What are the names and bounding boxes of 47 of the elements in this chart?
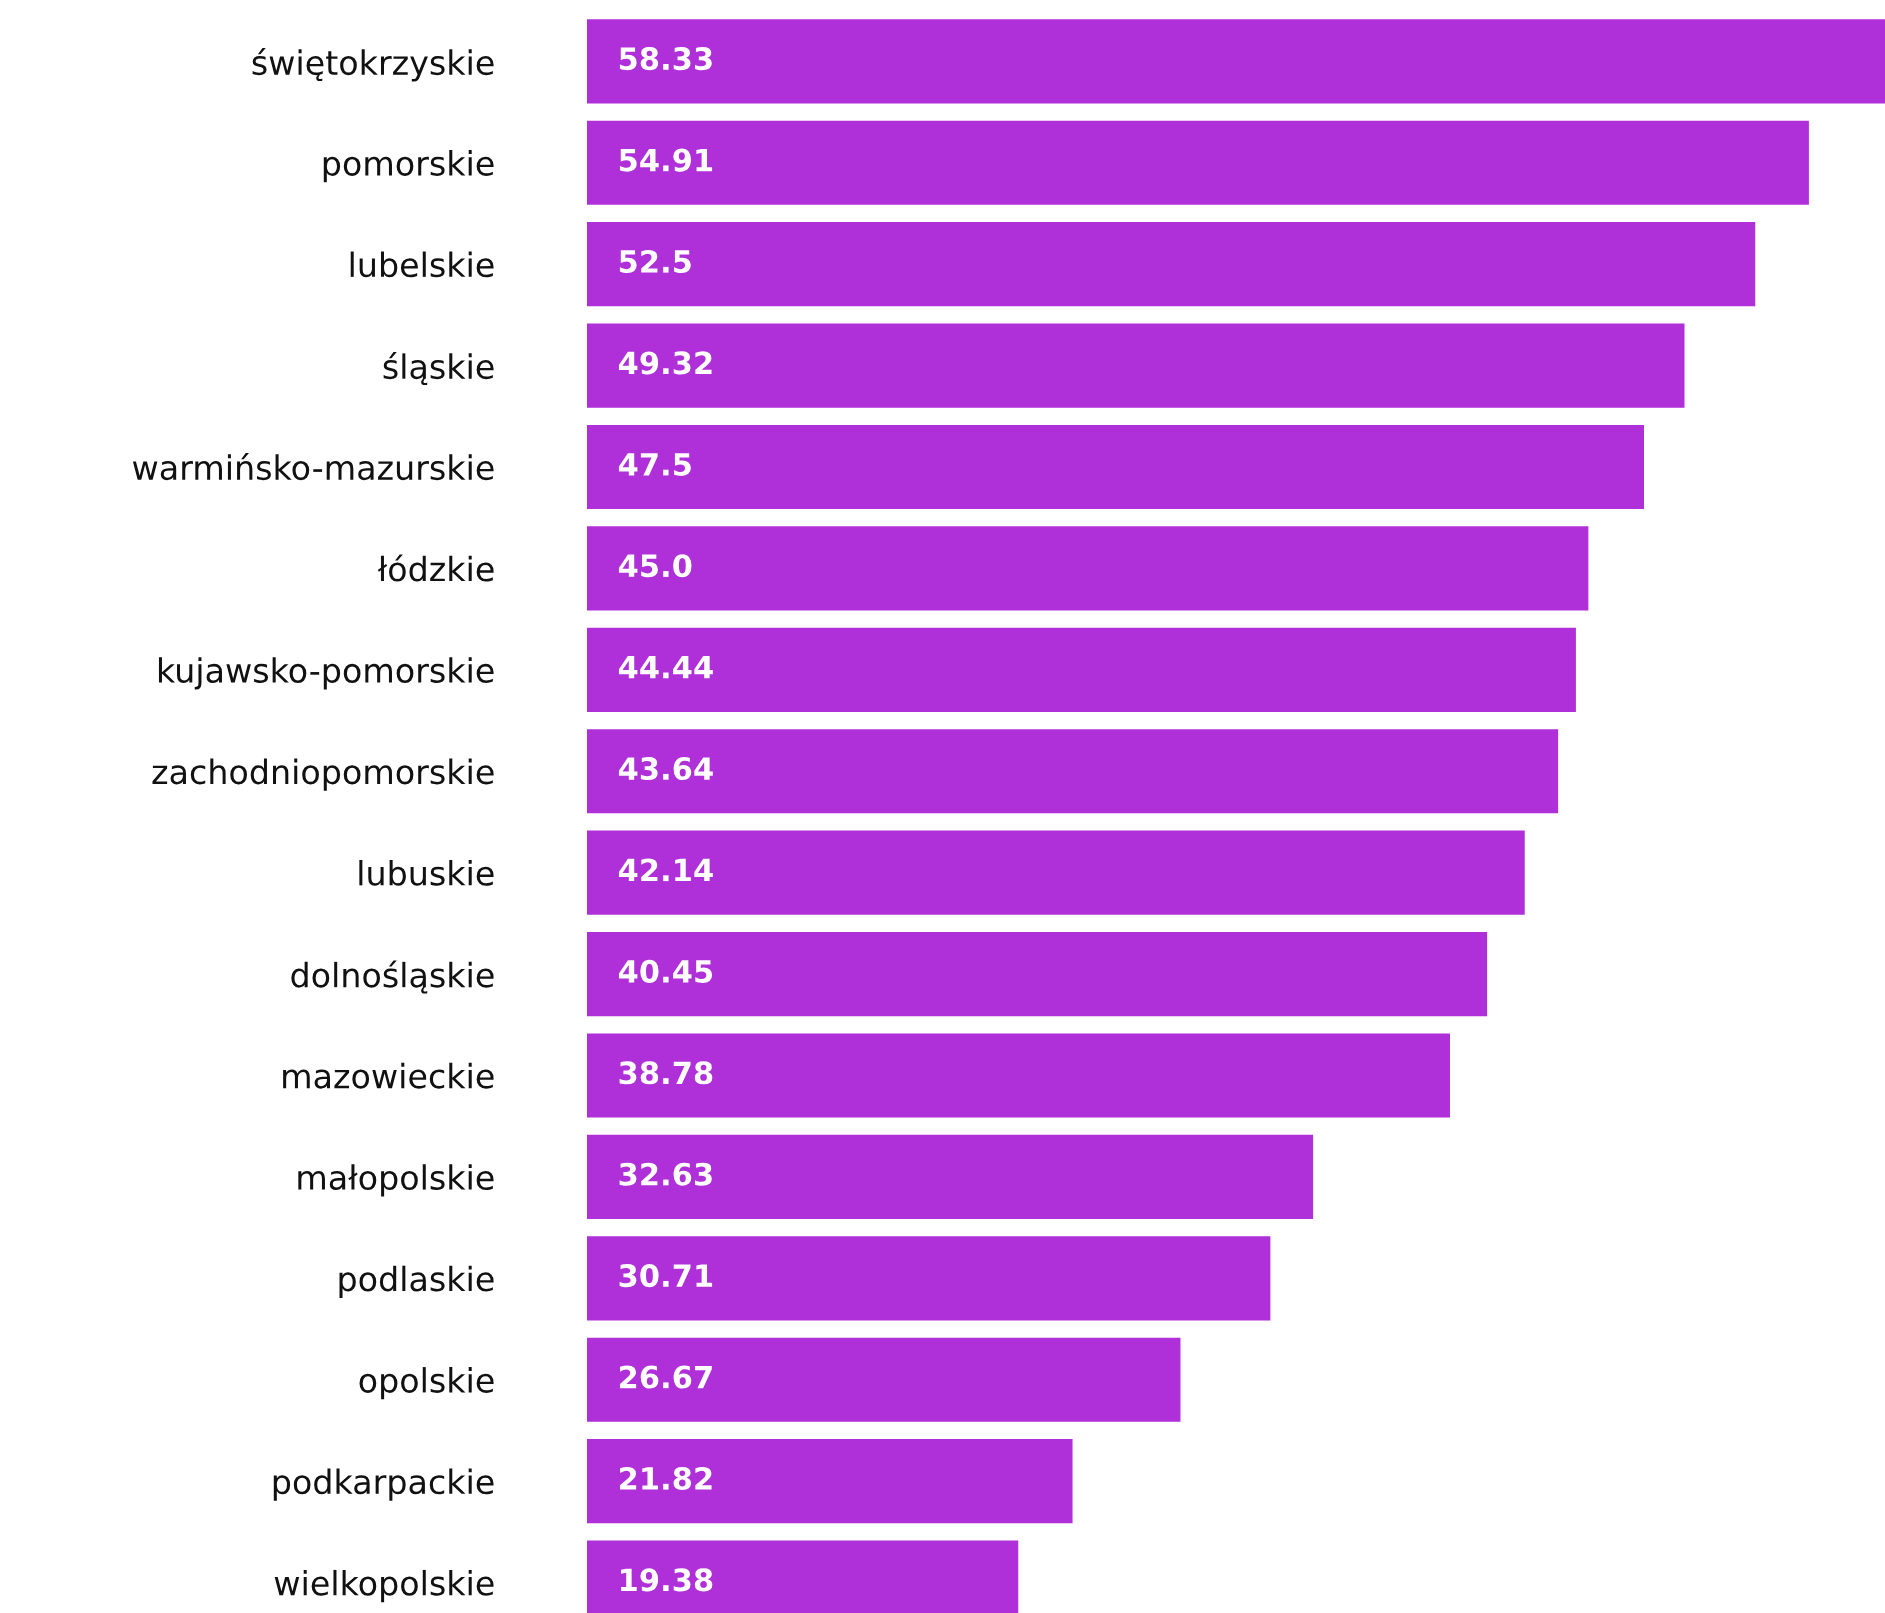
data-label: 49.32 [618, 351, 712, 375]
y-tick-label: mazowieckie [283, 1062, 494, 1089]
bar [587, 19, 1885, 104]
data-label: 32.63 [619, 1162, 712, 1186]
bar [587, 932, 1488, 1017]
y-tick-label: małopolskie [298, 1164, 494, 1197]
y-tick-label: kujawsko-pomorskie [158, 657, 494, 690]
y-tick-label: podlaskie [339, 1265, 494, 1298]
y-tick-label: opolskie [359, 1367, 494, 1400]
data-label: 58.33 [619, 47, 712, 71]
data-label: 52.5 [619, 249, 691, 274]
y-tick-label: łódzkie [377, 554, 494, 582]
y-tick-label: pomorskie [323, 150, 494, 183]
data-label: 54.91 [619, 148, 713, 172]
bar [587, 1439, 1073, 1524]
y-tick-label: dolnośląskie [291, 960, 494, 994]
bar [587, 222, 1756, 307]
bar [587, 1033, 1450, 1118]
bar [587, 1337, 1181, 1422]
y-tick-label: podkarpackie [273, 1468, 494, 1501]
data-label: 42.14 [618, 858, 713, 882]
bar [587, 424, 1644, 510]
bar [587, 1134, 1314, 1219]
y-tick-label: śląskie [383, 352, 494, 386]
data-label: 19.38 [621, 1568, 713, 1592]
y-tick-label: świętokrzyskie [252, 48, 494, 82]
data-label: 40.45 [618, 959, 713, 983]
data-label: 21.82 [619, 1466, 712, 1491]
y-tick-label: warmińsko-mazurskie [132, 453, 494, 481]
data-label: 44.44 [618, 656, 713, 679]
data-label: 30.71 [619, 1264, 713, 1288]
bar [587, 120, 1809, 205]
y-tick-label: lubuskie [359, 860, 494, 886]
y-tick-label: zachodniopomorskie [152, 758, 494, 791]
data-label: 26.67 [619, 1365, 712, 1389]
y-tick-label: lubelskie [350, 251, 494, 278]
data-label: 47.5 [618, 453, 691, 476]
data-label: 45.0 [618, 554, 692, 578]
bar [587, 323, 1685, 408]
y-tick-label: wielkopolskie [274, 1569, 494, 1603]
bar [587, 729, 1559, 814]
data-label: 43.64 [618, 757, 713, 781]
bar [587, 830, 1525, 915]
data-label: 38.78 [619, 1061, 713, 1085]
bar [587, 1236, 1271, 1321]
bar [587, 627, 1576, 712]
bar [587, 526, 1589, 611]
